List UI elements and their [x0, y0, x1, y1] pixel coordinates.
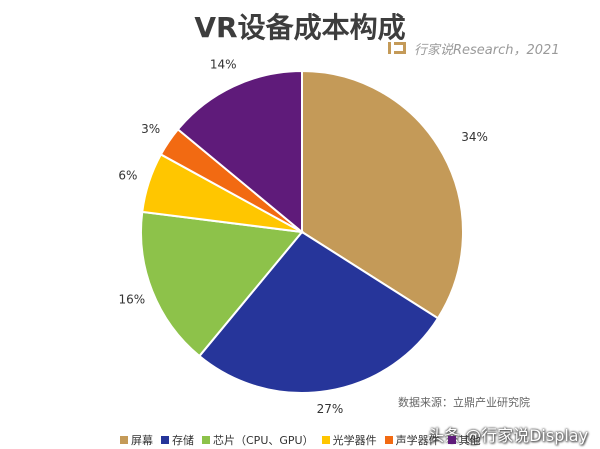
legend-label-2: 芯片（CPU、GPU） — [213, 434, 314, 447]
legend-label-3: 光学器件 — [332, 434, 377, 447]
brand-watermark: 行家说Research，2021 — [388, 38, 560, 58]
legend-item-3: 光学器件 — [321, 432, 377, 448]
pie-slice-2 — [140, 210, 304, 358]
legend-swatch-2 — [202, 436, 210, 444]
slice-label-2: 16% — [119, 292, 146, 306]
brand-text: 行家说Research，2021 — [414, 42, 560, 58]
legend-item-4: 声学器件 — [384, 432, 440, 448]
legend-item-5: 其他 — [447, 432, 481, 448]
legend-swatch-0 — [120, 436, 128, 444]
legend-label-1: 存储 — [172, 434, 194, 447]
legend-item-2: 芯片（CPU、GPU） — [202, 432, 314, 448]
brand-logo-icon — [388, 42, 406, 54]
legend-label-0: 屏幕 — [131, 434, 153, 447]
slice-label-1: 27% — [317, 402, 344, 416]
source-note: 数据来源：立鼎产业研究院 — [398, 396, 530, 409]
legend-label-5: 其他 — [458, 434, 481, 447]
legend-swatch-4 — [384, 436, 393, 444]
legend-swatch-5 — [447, 436, 456, 444]
slice-label-3: 6% — [118, 168, 137, 182]
pie-slice-5 — [176, 69, 303, 235]
legend-item-0: 屏幕 — [120, 432, 153, 448]
chart-legend: 屏幕 存储 芯片（CPU、GPU） 光学器件 声学器件 其他 — [120, 432, 481, 448]
pie-slice-1 — [197, 230, 440, 394]
chart-title: VR设备成本构成 — [194, 11, 406, 44]
legend-label-4: 声学器件 — [395, 434, 440, 447]
slice-label-0: 34% — [461, 130, 488, 144]
legend-item-1: 存储 — [161, 432, 194, 448]
slice-label-4: 3% — [141, 122, 160, 136]
legend-swatch-1 — [161, 436, 169, 444]
platform-watermark: 头条 @行家说Display — [428, 426, 589, 445]
slice-label-5: 14% — [210, 58, 237, 72]
legend-swatch-3 — [321, 436, 330, 444]
